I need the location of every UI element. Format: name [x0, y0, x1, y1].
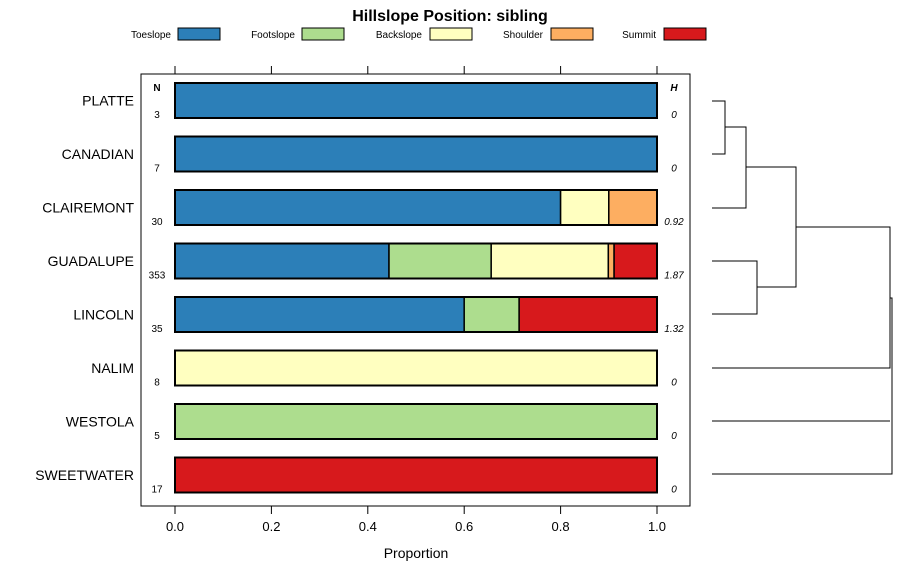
bar-outline-guadalupe: [174, 242, 658, 280]
bar-segment-guadalupe-toeslope: [174, 242, 390, 280]
n-value-canadian: 7: [154, 164, 160, 175]
dendrogram-branch: [712, 126, 747, 209]
legend: Toeslope Footslope Backslope Shoulder Summit: [131, 27, 707, 41]
dendrogram-branch: [712, 260, 758, 315]
legend-swatch-summit: [663, 27, 707, 41]
x-axis: 0.0 0.2 0.4 0.6 0.8 1.0: [166, 506, 666, 534]
plot-panel: [140, 73, 691, 507]
bar-segment-canadian-toeslope: [174, 135, 658, 173]
row-label-westola: WESTOLA: [66, 414, 135, 430]
bar-segment-guadalupe-footslope: [388, 242, 492, 280]
h-column-header: H: [670, 83, 678, 94]
legend-label-summit: Summit: [622, 30, 656, 41]
n-value-westola: 5: [154, 431, 160, 442]
h-value-westola: 0: [671, 431, 677, 442]
x-tick-label: 0.8: [552, 519, 570, 534]
bar-outline-clairemont: [174, 189, 658, 226]
bars-group: [174, 82, 658, 494]
top-axis-ticks: [174, 66, 658, 74]
dendrogram-branch: [746, 166, 797, 288]
dendrogram-branch: [712, 226, 891, 369]
n-value-sweetwater: 17: [151, 485, 163, 496]
bar-segment-guadalupe-summit: [613, 242, 658, 280]
row-label-sweetwater: SWEETWATER: [35, 467, 134, 483]
legend-swatch-footslope: [301, 27, 345, 41]
bar-segment-guadalupe-shoulder: [607, 242, 615, 280]
h-value-platte: 0: [671, 110, 677, 121]
n-value-lincoln: 35: [151, 324, 163, 335]
bar-outline-sweetwater: [174, 456, 658, 494]
bar-outline-nalim: [174, 349, 658, 387]
bar-segment-sweetwater-summit: [174, 456, 658, 494]
bar-outline-westola: [174, 403, 658, 440]
x-tick-label: 0.0: [166, 519, 184, 534]
dendrogram: [712, 100, 893, 475]
chart-title: Hillslope Position: sibling: [352, 8, 548, 25]
row-label-guadalupe: GUADALUPE: [48, 253, 134, 269]
legend-label-shoulder: Shoulder: [503, 30, 544, 41]
h-value-guadalupe: 1.87: [664, 271, 684, 282]
bar-outline-canadian: [174, 135, 658, 173]
row-label-nalim: NALIM: [91, 360, 134, 376]
dendrogram-branch: [712, 100, 726, 155]
n-value-guadalupe: 353: [149, 271, 166, 282]
row-label-lincoln: LINCOLN: [73, 307, 134, 323]
legend-label-backslope: Backslope: [376, 30, 423, 41]
n-value-platte: 3: [154, 110, 160, 121]
x-tick-label: 0.6: [455, 519, 473, 534]
n-value-clairemont: 30: [151, 217, 163, 228]
x-tick-label: 1.0: [648, 519, 666, 534]
h-value-canadian: 0: [671, 164, 677, 175]
h-value-clairemont: 0.92: [664, 217, 684, 228]
bar-segment-lincoln-footslope: [463, 296, 520, 333]
h-value-lincoln: 1.32: [664, 324, 684, 335]
x-tick-label: 0.2: [262, 519, 280, 534]
bar-segment-nalim-backslope: [174, 349, 658, 387]
bar-segment-lincoln-summit: [518, 296, 658, 333]
row-label-canadian: CANADIAN: [62, 146, 134, 162]
bar-segment-lincoln-toeslope: [174, 296, 465, 333]
x-tick-label: 0.4: [359, 519, 377, 534]
legend-swatch-toeslope: [177, 27, 221, 41]
legend-swatch-backslope: [429, 27, 473, 41]
h-value-nalim: 0: [671, 378, 677, 389]
n-column-header: N: [153, 83, 160, 94]
dendrogram-branch: [712, 297, 893, 475]
row-label-clairemont: CLAIREMONT: [42, 200, 134, 216]
x-axis-title: Proportion: [384, 545, 449, 561]
bar-outline-lincoln: [174, 296, 658, 333]
legend-swatch-shoulder: [550, 27, 594, 41]
legend-label-footslope: Footslope: [251, 30, 295, 41]
bar-segment-clairemont-toeslope: [174, 189, 562, 226]
bar-segment-clairemont-backslope: [559, 189, 610, 226]
h-value-sweetwater: 0: [671, 485, 677, 496]
bar-segment-platte-toeslope: [174, 82, 658, 119]
legend-label-toeslope: Toeslope: [131, 30, 171, 41]
row-label-platte: PLATTE: [82, 93, 134, 109]
bar-segment-westola-footslope: [174, 403, 658, 440]
bar-segment-guadalupe-backslope: [490, 242, 610, 280]
bar-segment-clairemont-shoulder: [608, 189, 658, 226]
n-value-nalim: 8: [154, 378, 160, 389]
bar-outline-platte: [174, 82, 658, 119]
